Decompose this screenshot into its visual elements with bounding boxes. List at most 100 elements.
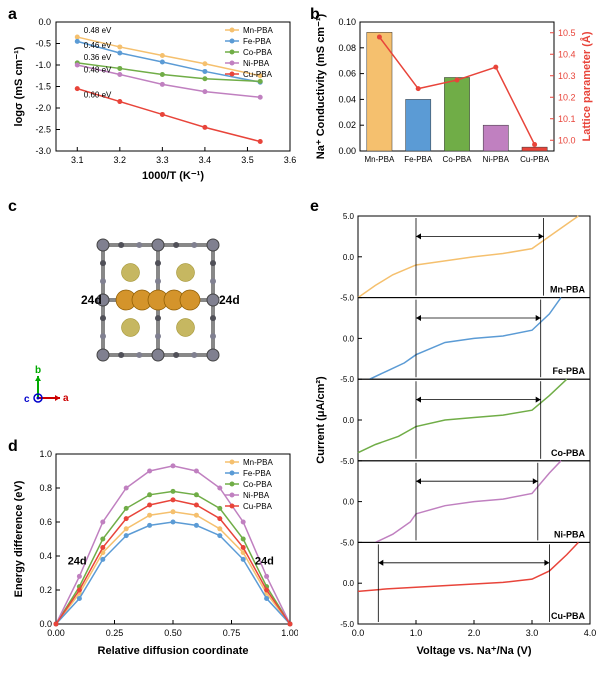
panel-e-label: e: [310, 198, 319, 216]
svg-text:Fe-PBA: Fe-PBA: [404, 155, 433, 164]
svg-text:Na⁺ Conductivity (mS cm⁻¹): Na⁺ Conductivity (mS cm⁻¹): [315, 13, 327, 159]
svg-text:0.00: 0.00: [338, 146, 356, 156]
svg-text:0.0: 0.0: [343, 416, 355, 425]
panel-d: d 0.000.250.500.751.000.00.20.40.60.81.0…: [8, 440, 298, 660]
svg-text:0.0: 0.0: [352, 628, 365, 638]
svg-text:1.00: 1.00: [281, 628, 298, 638]
svg-text:0.10: 0.10: [338, 17, 356, 27]
svg-text:Co-PBA: Co-PBA: [551, 448, 585, 458]
svg-text:Mn-PBA: Mn-PBA: [243, 26, 273, 35]
svg-text:3.6: 3.6: [284, 155, 297, 165]
svg-text:a: a: [63, 393, 69, 404]
panel-b: b 0.00 0.02 0.04 0.06 0.08 0.10 10.0 10.1 10.2 10…: [310, 8, 600, 183]
svg-text:0.8: 0.8: [39, 483, 52, 493]
svg-text:0.48 eV: 0.48 eV: [84, 26, 112, 35]
svg-text:1.0: 1.0: [410, 628, 423, 638]
svg-text:3.0: 3.0: [526, 628, 539, 638]
svg-text:Cu-PBA: Cu-PBA: [243, 70, 273, 79]
svg-text:-3.0: -3.0: [35, 146, 51, 156]
svg-text:Ni-PBA: Ni-PBA: [483, 155, 510, 164]
svg-text:-2.0: -2.0: [35, 103, 51, 113]
panel-a: a 3.1 3.2 3.3 3.4 3.5 3.6 -3.0 -2.5 -2.0 -1.5 -1.0…: [8, 8, 298, 183]
svg-text:0.46 eV: 0.46 eV: [84, 41, 112, 50]
svg-text:24d: 24d: [219, 293, 240, 307]
chart-d: 0.000.250.500.751.000.00.20.40.60.81.024…: [8, 440, 298, 660]
svg-text:0.0: 0.0: [39, 619, 52, 629]
svg-text:0.08: 0.08: [338, 43, 356, 53]
svg-text:Current (μA/cm²): Current (μA/cm²): [315, 376, 327, 464]
svg-text:c: c: [24, 394, 30, 405]
svg-text:0.04: 0.04: [338, 94, 356, 104]
svg-text:Fe-PBA: Fe-PBA: [243, 37, 272, 46]
svg-text:0.60 eV: 0.60 eV: [84, 90, 112, 99]
panel-e: e -5.00.05.0Mn-PBA-5.00.0Fe-PBA-5.00.0Co…: [310, 200, 600, 660]
panel-b-label: b: [310, 6, 320, 24]
svg-text:Fe-PBA: Fe-PBA: [243, 469, 272, 478]
svg-text:Co-PBA: Co-PBA: [243, 48, 273, 57]
svg-text:2.0: 2.0: [468, 628, 481, 638]
svg-text:24d: 24d: [255, 556, 274, 568]
svg-text:Mn-PBA: Mn-PBA: [550, 285, 585, 295]
svg-text:Relative diffusion coordinate: Relative diffusion coordinate: [98, 645, 249, 657]
svg-text:0.48 eV: 0.48 eV: [84, 66, 112, 75]
svg-text:-5.0: -5.0: [340, 375, 354, 384]
svg-text:3.5: 3.5: [241, 155, 254, 165]
svg-text:10.4: 10.4: [558, 49, 576, 59]
svg-text:-5.0: -5.0: [340, 457, 354, 466]
svg-text:-5.0: -5.0: [340, 294, 354, 303]
svg-text:0.0: 0.0: [343, 334, 355, 343]
svg-text:-0.5: -0.5: [35, 39, 51, 49]
svg-text:0.0: 0.0: [343, 579, 355, 588]
panel-c-label: c: [8, 198, 17, 216]
svg-text:10.5: 10.5: [558, 28, 576, 38]
svg-text:3.1: 3.1: [71, 155, 84, 165]
svg-text:0.36 eV: 0.36 eV: [84, 53, 112, 62]
svg-text:-2.5: -2.5: [35, 125, 51, 135]
svg-text:Mn-PBA: Mn-PBA: [243, 458, 273, 467]
chart-e: -5.00.05.0Mn-PBA-5.00.0Fe-PBA-5.00.0Co-P…: [310, 200, 600, 660]
svg-text:0.75: 0.75: [223, 628, 241, 638]
structure-c: 24d24dabc: [8, 200, 298, 420]
svg-text:10.0: 10.0: [558, 135, 576, 145]
panel-c: c 24d24dabc: [8, 200, 298, 420]
svg-text:Energy difference (eV): Energy difference (eV): [13, 480, 25, 597]
svg-text:3.4: 3.4: [199, 155, 212, 165]
svg-text:Cu-PBA: Cu-PBA: [551, 611, 585, 621]
svg-text:Co-PBA: Co-PBA: [243, 480, 273, 489]
svg-text:Co-PBA: Co-PBA: [443, 155, 473, 164]
svg-text:0.6: 0.6: [39, 517, 52, 527]
svg-text:0.0: 0.0: [343, 498, 355, 507]
svg-text:0.50: 0.50: [164, 628, 182, 638]
svg-text:0.4: 0.4: [39, 551, 52, 561]
svg-text:0.00: 0.00: [47, 628, 65, 638]
svg-text:0.02: 0.02: [338, 120, 356, 130]
svg-text:Ni-PBA: Ni-PBA: [243, 59, 270, 68]
svg-text:1000/T (K⁻¹): 1000/T (K⁻¹): [142, 170, 204, 182]
svg-text:-1.5: -1.5: [35, 82, 51, 92]
svg-text:0.06: 0.06: [338, 69, 356, 79]
svg-text:0.2: 0.2: [39, 585, 52, 595]
svg-text:10.3: 10.3: [558, 71, 576, 81]
svg-text:Ni-PBA: Ni-PBA: [554, 529, 585, 539]
svg-text:3.2: 3.2: [114, 155, 127, 165]
chart-b: 0.00 0.02 0.04 0.06 0.08 0.10 10.0 10.1 10.2 10.3…: [310, 8, 600, 183]
svg-text:b: b: [35, 365, 41, 376]
svg-text:Cu-PBA: Cu-PBA: [520, 155, 550, 164]
svg-text:10.2: 10.2: [558, 92, 576, 102]
svg-text:10.1: 10.1: [558, 114, 576, 124]
svg-text:Ni-PBA: Ni-PBA: [243, 491, 270, 500]
panel-d-label: d: [8, 438, 18, 456]
svg-text:0.25: 0.25: [106, 628, 124, 638]
svg-text:-1.0: -1.0: [35, 60, 51, 70]
svg-text:Cu-PBA: Cu-PBA: [243, 502, 273, 511]
svg-text:24d: 24d: [68, 556, 87, 568]
svg-text:Fe-PBA: Fe-PBA: [552, 366, 585, 376]
svg-text:4.0: 4.0: [584, 628, 597, 638]
chart-a: 3.1 3.2 3.3 3.4 3.5 3.6 -3.0 -2.5 -2.0 -1.5 -1.0 -0…: [8, 8, 298, 183]
svg-text:Voltage vs. Na⁺/Na (V): Voltage vs. Na⁺/Na (V): [416, 645, 531, 657]
svg-text:Mn-PBA: Mn-PBA: [365, 155, 395, 164]
panel-a-label: a: [8, 6, 17, 24]
svg-text:Lattice parameter (Å): Lattice parameter (Å): [580, 31, 593, 141]
svg-text:3.3: 3.3: [156, 155, 169, 165]
svg-text:0.0: 0.0: [38, 17, 51, 27]
